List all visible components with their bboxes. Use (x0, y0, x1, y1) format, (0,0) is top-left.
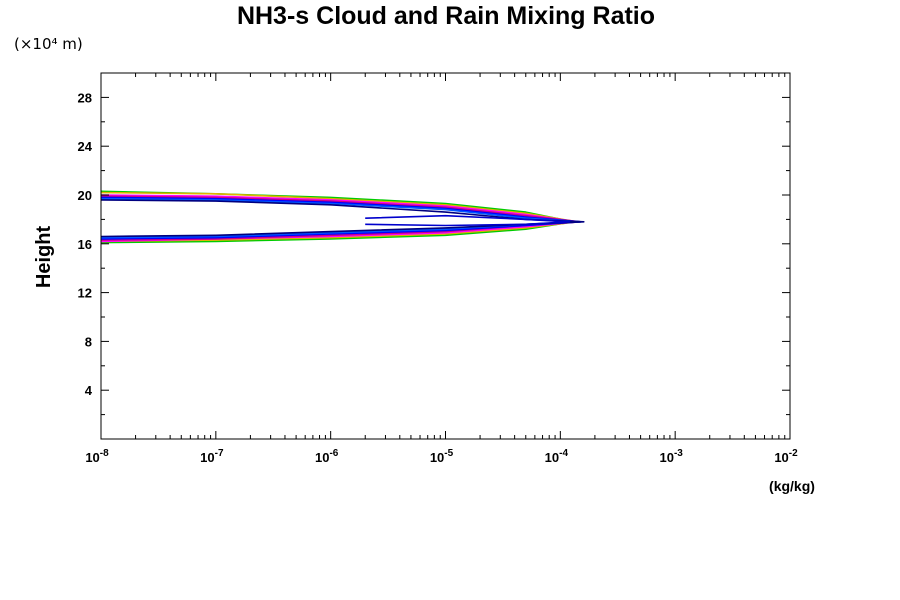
y-unit-label: (×10⁴ m) (14, 35, 83, 53)
y-tick-label: 28 (78, 90, 92, 105)
series-line-8 (365, 214, 571, 227)
y-tick-label: 16 (78, 237, 92, 252)
y-tick-label: 4 (85, 383, 93, 398)
series-layer (100, 190, 585, 244)
x-tick-label: 10-7 (200, 448, 224, 465)
y-tick-label: 20 (78, 188, 92, 203)
plot-frame (100, 72, 791, 440)
x-unit-label: (kg/kg) (769, 478, 815, 494)
x-tick-label: 10-2 (774, 448, 798, 465)
y-tick-label: 8 (85, 334, 92, 349)
tick-layer: 10-8 10-7 10-6 10-5 10-4 10-3 10-2 4 8 12 16 20 24 28 (78, 73, 798, 465)
y-axis-label: Height (33, 226, 55, 289)
y-tick-label: 12 (78, 286, 92, 301)
x-tick-label: 10-4 (545, 448, 569, 465)
x-tick-label: 10-3 (659, 448, 683, 465)
x-tick-label: 10-5 (430, 448, 454, 465)
x-tick-label: 10-8 (85, 448, 109, 465)
y-tick-label: 24 (78, 139, 93, 154)
series-line-7 (100, 199, 585, 238)
x-tick-label: 10-6 (315, 448, 339, 465)
chart-title: NH3-s Cloud and Rain Mixing Ratio (237, 2, 655, 30)
